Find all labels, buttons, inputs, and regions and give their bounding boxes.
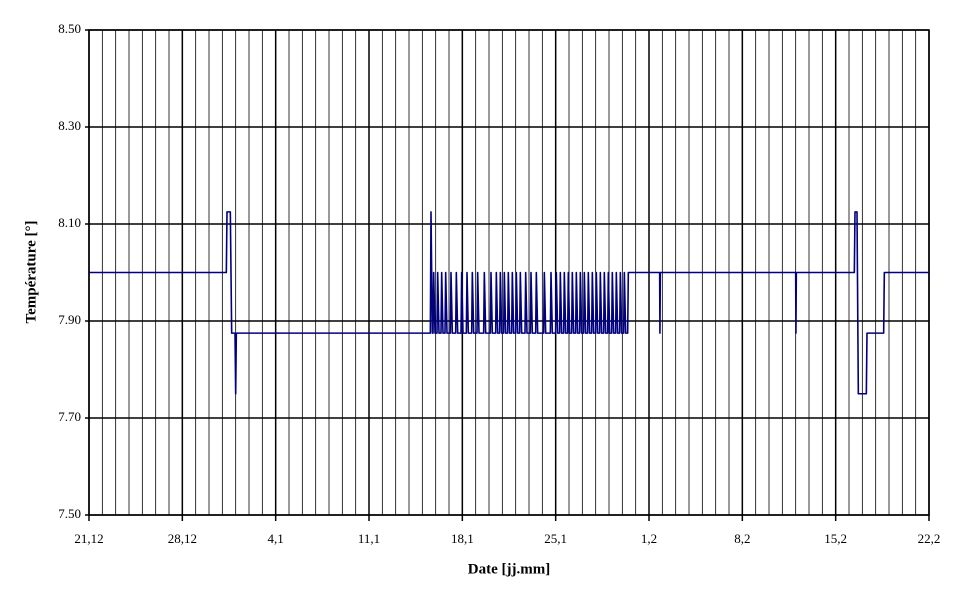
x-tick-label: 4,1 — [268, 531, 284, 546]
x-tick-label: 8,2 — [734, 531, 750, 546]
x-tick-label: 15,2 — [824, 531, 847, 546]
x-tick-label: 18,1 — [451, 531, 474, 546]
y-tick-label: 7.70 — [58, 409, 81, 424]
y-axis-title: Température [°] — [23, 220, 39, 323]
x-tick-label: 22,2 — [918, 531, 941, 546]
data-line — [89, 211, 929, 395]
y-tick-label: 8.10 — [58, 215, 81, 230]
x-tick-label: 11,1 — [358, 531, 380, 546]
y-tick-label: 8.50 — [58, 21, 81, 36]
x-tick-label: 1,2 — [641, 531, 657, 546]
x-tick-label: 25,1 — [544, 531, 567, 546]
y-tick-label: 7.90 — [58, 312, 81, 327]
x-axis-title: Date [jj.mm] — [468, 561, 550, 577]
y-tick-label: 8.30 — [58, 118, 81, 133]
x-tick-label: 21,12 — [74, 531, 103, 546]
x-tick-label: 28,12 — [168, 531, 197, 546]
y-tick-label: 7.50 — [58, 506, 81, 521]
